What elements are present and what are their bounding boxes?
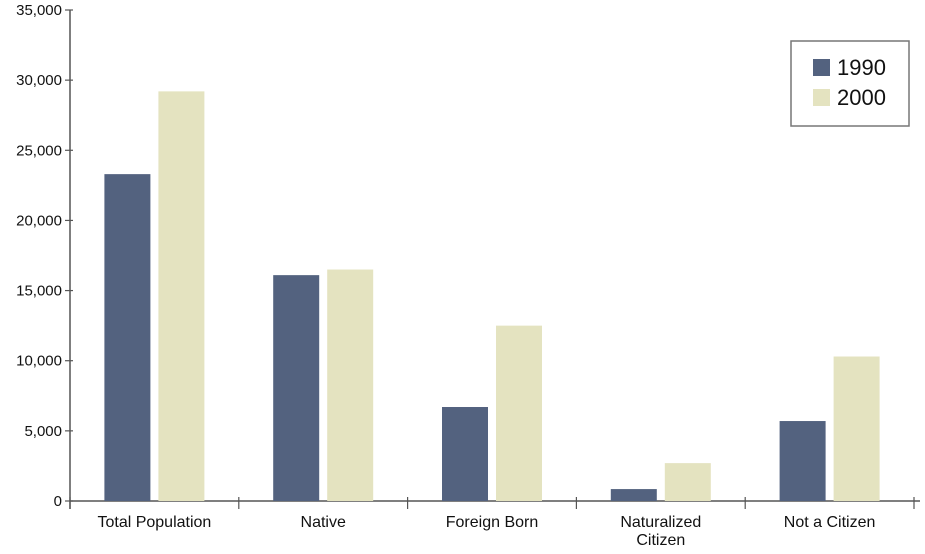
bar-1990-not-a-citizen (779, 421, 826, 501)
legend-box (790, 40, 910, 127)
bars (104, 91, 880, 502)
legend-swatch-1990 (813, 59, 830, 76)
bar-2000-not-a-citizen (833, 356, 880, 501)
y-tick-label: 20,000 (16, 212, 62, 229)
legend-label-2000: 2000 (837, 85, 886, 110)
y-tick-label: 30,000 (16, 72, 62, 89)
y-axis: 0 5,000 10,000 15,000 20,000 25,000 30,000 35,0… (16, 2, 73, 510)
bar-1990-native (273, 275, 320, 501)
bar-2000-foreign-born (496, 325, 542, 501)
x-axis: Total Population Native Foreign Born Natura… (69, 497, 920, 549)
bar-2000-naturalized-citizen (664, 463, 711, 501)
y-tick-label: 35,000 (16, 2, 62, 19)
bar-2000-native (327, 269, 374, 501)
y-tick-label: 0 (54, 493, 62, 510)
bar-1990-foreign-born (442, 407, 488, 501)
legend-label-1990: 1990 (837, 55, 886, 80)
y-tick-label: 5,000 (24, 423, 62, 440)
x-tick-label: Total Population (97, 514, 211, 531)
y-tick-label: 25,000 (16, 142, 62, 159)
y-tick-label: 15,000 (16, 283, 62, 300)
x-tick-label: Native (301, 514, 346, 531)
y-tick-label: 10,000 (16, 353, 62, 370)
bar-1990-naturalized-citizen (610, 489, 657, 501)
bar-2000-total-population (158, 91, 205, 501)
x-tick-label: Foreign Born (446, 514, 539, 531)
x-tick-label: Naturalized Citizen (620, 514, 701, 549)
bar-1990-total-population (104, 174, 151, 502)
legend-swatch-2000 (813, 89, 830, 106)
x-tick-label: Not a Citizen (784, 514, 876, 531)
legend: 1990 2000 (790, 40, 910, 127)
